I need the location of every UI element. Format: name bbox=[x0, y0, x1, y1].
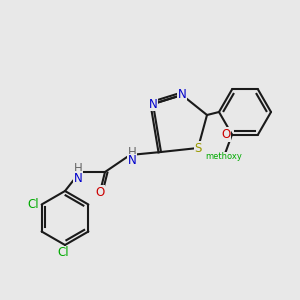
Text: H: H bbox=[74, 163, 82, 176]
Text: N: N bbox=[148, 98, 158, 110]
Text: N: N bbox=[178, 88, 186, 101]
Text: O: O bbox=[221, 128, 231, 141]
Text: N: N bbox=[74, 172, 82, 184]
Text: S: S bbox=[194, 142, 202, 154]
Text: Cl: Cl bbox=[28, 198, 39, 211]
Text: O: O bbox=[95, 185, 105, 199]
Text: H: H bbox=[128, 146, 136, 158]
Text: Cl: Cl bbox=[57, 247, 69, 260]
Text: methoxy: methoxy bbox=[206, 152, 242, 161]
Text: N: N bbox=[128, 154, 136, 167]
